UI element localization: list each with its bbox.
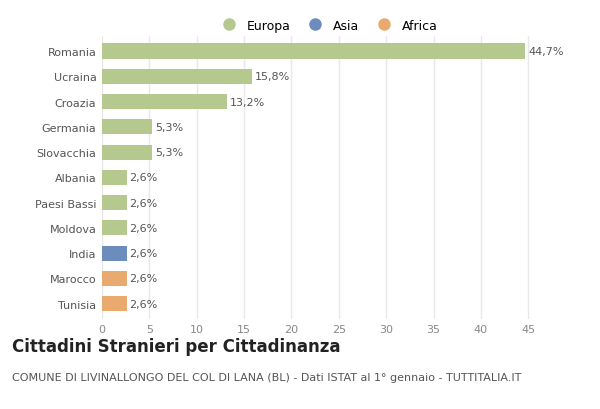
Bar	[102, 297, 127, 312]
Text: 2,6%: 2,6%	[130, 249, 158, 258]
Bar	[102, 120, 152, 135]
Text: 2,6%: 2,6%	[130, 223, 158, 233]
Text: COMUNE DI LIVINALLONGO DEL COL DI LANA (BL) - Dati ISTAT al 1° gennaio - TUTTITA: COMUNE DI LIVINALLONGO DEL COL DI LANA (…	[12, 372, 521, 382]
Text: 15,8%: 15,8%	[254, 72, 290, 82]
Text: 5,3%: 5,3%	[155, 148, 183, 158]
Bar	[102, 145, 152, 160]
Text: 2,6%: 2,6%	[130, 299, 158, 309]
Text: 2,6%: 2,6%	[130, 173, 158, 183]
Bar	[102, 196, 127, 211]
Text: Cittadini Stranieri per Cittadinanza: Cittadini Stranieri per Cittadinanza	[12, 337, 341, 355]
Bar	[102, 171, 127, 185]
Text: 2,6%: 2,6%	[130, 274, 158, 284]
Text: 44,7%: 44,7%	[529, 47, 564, 57]
Bar	[102, 246, 127, 261]
Text: 13,2%: 13,2%	[230, 97, 265, 107]
Legend: Europa, Asia, Africa: Europa, Asia, Africa	[212, 15, 443, 38]
Bar	[102, 271, 127, 286]
Bar	[102, 44, 526, 59]
Bar	[102, 221, 127, 236]
Bar	[102, 95, 227, 110]
Bar	[102, 70, 251, 85]
Text: 2,6%: 2,6%	[130, 198, 158, 208]
Text: 5,3%: 5,3%	[155, 123, 183, 133]
